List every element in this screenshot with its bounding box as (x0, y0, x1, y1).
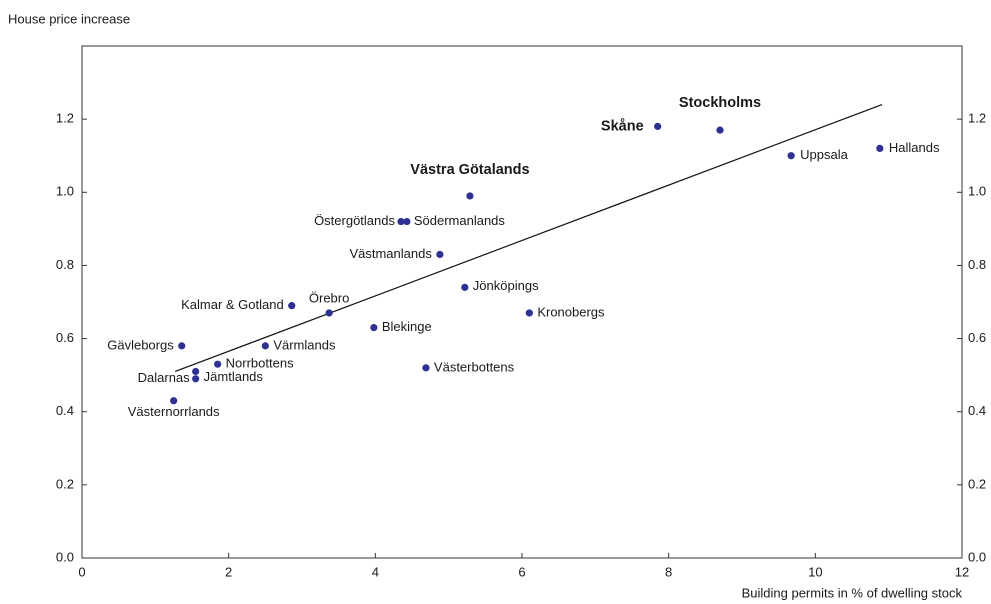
point-label: Västra Götalands (410, 162, 529, 178)
point (422, 364, 430, 372)
point (170, 397, 178, 405)
y-tick-label: 0.4 (56, 403, 74, 418)
point-label: Värmlands (273, 337, 336, 352)
y-tick-label: 1.0 (56, 184, 74, 199)
point (397, 217, 405, 226)
y2-tick-label: 1.2 (968, 111, 986, 126)
point-label: Jönköpings (473, 278, 539, 293)
point (214, 360, 222, 368)
x-tick-label: 4 (372, 564, 379, 579)
point (876, 144, 884, 152)
y2-tick-label: 0.6 (968, 330, 986, 345)
point (192, 375, 200, 383)
point (525, 309, 533, 317)
point (325, 309, 333, 317)
point-label: Västernorrlands (128, 404, 220, 419)
point-label: Kronobergs (537, 304, 605, 319)
point-label: Hallands (889, 140, 940, 155)
x-axis-title: Building permits in % of dwelling stock (742, 585, 963, 600)
point-label: Norrbottens (226, 356, 294, 371)
point-label: Västmanlands (349, 246, 432, 261)
point (288, 302, 296, 310)
y2-tick-label: 0.0 (968, 549, 986, 564)
x-tick-label: 6 (518, 564, 525, 579)
x-tick-label: 8 (665, 564, 672, 579)
point-label: Kalmar & Gotland (181, 297, 284, 312)
point-label: Skåne (601, 118, 644, 134)
x-tick-label: 10 (808, 564, 822, 579)
point (466, 192, 474, 200)
trend-line (174, 103, 883, 373)
y-tick-label: 1.2 (56, 111, 74, 126)
point (461, 283, 469, 291)
y2-tick-label: 0.2 (968, 476, 986, 491)
point-label: Gävleborgs (107, 337, 174, 352)
point-label: Södermanlands (414, 213, 506, 228)
point (436, 250, 444, 259)
point-label: Uppsala (800, 147, 848, 162)
y-tick-label: 0.2 (56, 476, 74, 491)
y-tick-label: 0.0 (56, 549, 74, 564)
point-label: Östergötlands (314, 213, 395, 228)
y2-tick-label: 0.4 (968, 403, 986, 418)
y-tick-label: 0.8 (56, 257, 74, 272)
point-label: Dalarnas (138, 370, 191, 385)
x-tick-label: 2 (225, 564, 232, 579)
x-tick-label: 12 (955, 564, 969, 579)
point-label: Blekinge (382, 319, 432, 334)
point (787, 152, 795, 160)
y-axis-title: House price increase (8, 11, 130, 26)
point (370, 324, 378, 332)
y-tick-label: 0.6 (56, 330, 74, 345)
point (261, 342, 269, 350)
point-label: Jämtlands (204, 369, 264, 384)
point (716, 126, 724, 134)
point (178, 342, 186, 350)
point-label: Västerbottens (434, 359, 515, 374)
point (192, 367, 200, 376)
point (403, 217, 411, 226)
x-tick-label: 0 (78, 564, 85, 579)
y2-tick-label: 1.0 (968, 184, 986, 199)
point (654, 122, 662, 131)
point-label: Stockholms (679, 95, 761, 111)
y2-tick-label: 0.8 (968, 257, 986, 272)
point-label: Örebro (309, 290, 349, 305)
